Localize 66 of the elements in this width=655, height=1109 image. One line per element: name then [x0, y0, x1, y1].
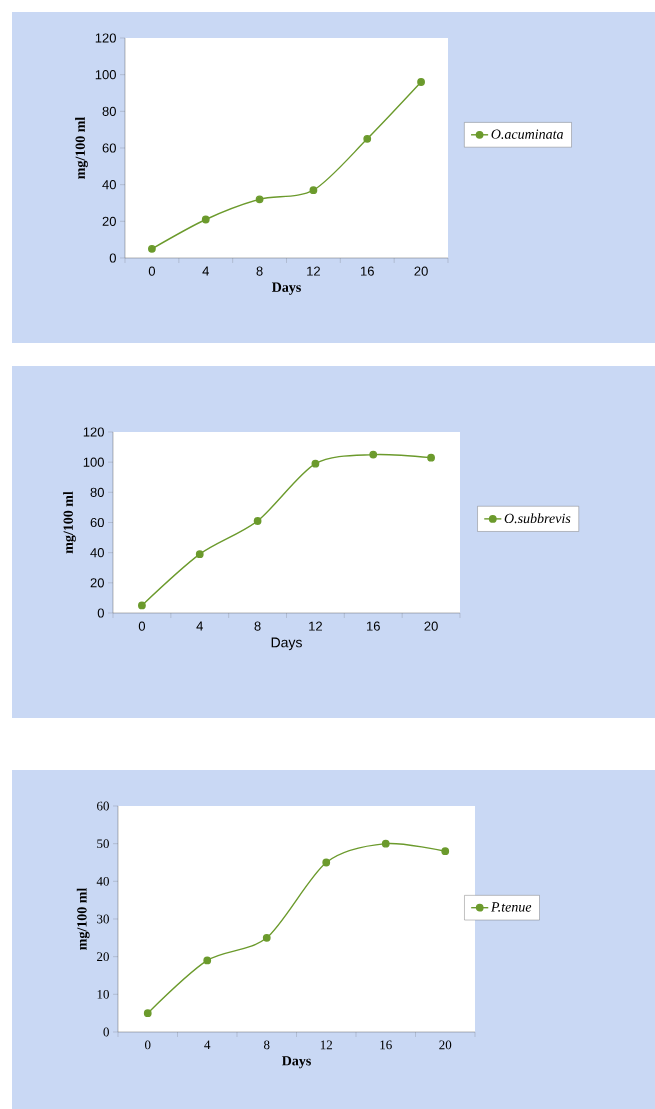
point [369, 450, 378, 459]
y-tick-label: 60 [90, 517, 104, 528]
x-axis-title: Days [271, 282, 301, 295]
point [322, 858, 331, 867]
x-axis-title: Days [271, 637, 302, 651]
x-tick-label: 4 [196, 621, 203, 631]
y-tick-label: 60 [97, 801, 109, 811]
y-tick-label: 0 [103, 1027, 109, 1037]
x-tick-label: 20 [424, 621, 438, 631]
point [381, 839, 390, 848]
point [201, 215, 210, 224]
y-tick-label: 10 [97, 989, 109, 999]
y-axis-title: mg/100 ml [63, 491, 76, 554]
x-axis-title: Days [281, 1056, 311, 1069]
point [441, 847, 450, 856]
x-tick-label: 16 [380, 1040, 392, 1050]
x-tick-label: 0 [148, 266, 156, 276]
x-tick-label: 8 [256, 266, 263, 276]
x-tick-label: 0 [145, 1040, 151, 1050]
x-tick-label: 16 [367, 621, 380, 631]
y-tick-label: 50 [97, 839, 109, 849]
point [417, 78, 425, 86]
y-tick-label: 100 [95, 70, 116, 80]
x-tick-label: 20 [414, 266, 428, 276]
legend-label: O.subbrevis [504, 513, 571, 524]
x-tick-label: 4 [204, 1040, 211, 1050]
y-tick-label: 120 [83, 427, 104, 437]
y-tick-label: 120 [95, 33, 116, 43]
x-tick-label: 0 [138, 621, 146, 631]
x-tick-label: 20 [439, 1040, 452, 1050]
y-tick-label: 100 [83, 457, 104, 467]
legend-label: O.acuminata [491, 129, 564, 139]
x-tick-label: 16 [361, 266, 374, 276]
point [363, 134, 372, 143]
x-tick-label: 8 [254, 621, 261, 631]
point [309, 186, 318, 195]
y-tick-label: 0 [109, 253, 116, 263]
point [138, 601, 146, 610]
point [427, 453, 435, 462]
point [203, 956, 212, 965]
y-tick-label: 40 [102, 180, 116, 190]
y-tick-label: 60 [102, 143, 116, 153]
y-tick-label: 30 [97, 914, 109, 924]
point [262, 933, 271, 942]
y-axis-title: mg/100 ml [76, 887, 90, 950]
x-tick-label: 12 [320, 1040, 333, 1050]
point [143, 1009, 152, 1018]
y-tick-label: 20 [102, 216, 116, 226]
point [311, 459, 320, 468]
x-tick-label: 12 [309, 621, 322, 631]
y-tick-label: 40 [90, 548, 104, 558]
x-tick-label: 8 [264, 1040, 270, 1050]
point [253, 517, 262, 525]
y-tick-label: 0 [97, 608, 104, 618]
y-axis-title: mg/100 ml [75, 116, 88, 179]
legend-label: P.tenue [490, 902, 532, 912]
y-tick-label: 80 [90, 487, 104, 497]
y-tick-label: 40 [96, 876, 109, 886]
y-tick-label: 20 [90, 578, 104, 588]
x-tick-label: 4 [202, 266, 209, 276]
point [195, 550, 204, 559]
x-tick-label: 12 [307, 266, 320, 276]
point [255, 195, 264, 204]
y-tick-label: 20 [97, 952, 109, 962]
y-tick-label: 80 [102, 106, 116, 116]
point [148, 244, 156, 253]
